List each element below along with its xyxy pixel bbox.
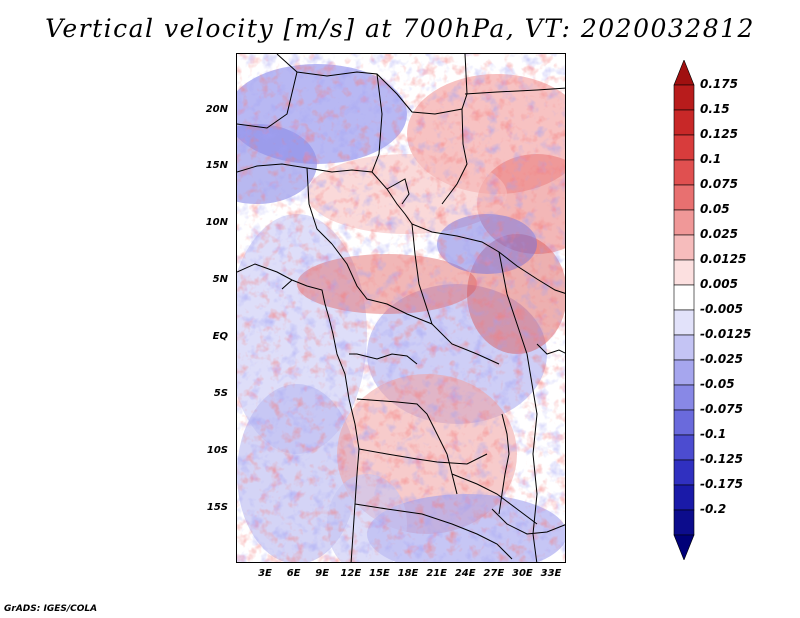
colorbar-label: 0.05 <box>700 202 730 216</box>
lat-label-15s: 15S <box>206 502 228 513</box>
colorbar-swatch <box>673 209 695 236</box>
colorbar-label: 0.005 <box>700 277 738 291</box>
colorbar-swatch <box>673 84 695 111</box>
colorbar-label: -0.05 <box>700 377 735 391</box>
lon-label-9e: 9E <box>315 568 330 579</box>
colorbar-label: 0.025 <box>700 227 738 241</box>
lon-label-12e: 12E <box>340 568 362 579</box>
colorbar-swatch <box>673 184 695 211</box>
lon-label-15e: 15E <box>369 568 390 579</box>
velocity-field <box>237 54 565 562</box>
lat-label-15n: 15N <box>205 160 228 171</box>
colorbar-swatch <box>673 60 695 86</box>
colorbar-label: 0.1 <box>700 152 722 166</box>
lat-label-eq: EQ <box>212 331 228 342</box>
colorbar-swatch <box>673 134 695 161</box>
colorbar-swatch <box>673 334 695 361</box>
colorbar-swatch <box>673 259 695 286</box>
lat-label-5n: 5N <box>212 274 228 285</box>
lon-label-33e: 33E <box>540 568 562 579</box>
colorbar-label: 0.175 <box>700 77 738 91</box>
colorbar-label: 0.0125 <box>700 252 747 266</box>
lon-label-24e: 24E <box>454 568 476 579</box>
colorbar-swatch <box>673 309 695 336</box>
velocity-map <box>236 53 566 563</box>
colorbar-swatch <box>673 109 695 136</box>
colorbar-swatch <box>673 159 695 186</box>
lon-label-3e: 3E <box>258 568 272 579</box>
lon-label-21e: 21E <box>426 568 447 579</box>
colorbar-swatch <box>673 234 695 261</box>
colorbar-label: 0.075 <box>700 177 738 191</box>
colorbar-swatch <box>673 459 695 486</box>
colorbar-swatch <box>673 434 695 461</box>
colorbar-label: -0.1 <box>700 427 727 441</box>
colorbar-label: 0.15 <box>700 102 730 116</box>
coastlines-borders <box>237 54 565 562</box>
lon-label-30e: 30E <box>512 568 533 579</box>
colorbar-label: -0.0125 <box>700 327 752 341</box>
colorbar-swatch <box>673 509 695 536</box>
colorbar-label: -0.025 <box>700 352 743 366</box>
lon-label-6e: 6E <box>286 568 301 579</box>
lon-label-18e: 18E <box>397 568 419 579</box>
lat-label-5s: 5S <box>213 388 228 399</box>
map-title: Vertical velocity [m/s] at 700hPa, VT: 2… <box>45 14 755 43</box>
colorbar-swatch <box>673 534 695 560</box>
colorbar-label: 0.125 <box>700 127 738 141</box>
lon-label-27e: 27E <box>483 568 505 579</box>
colorbar-label: -0.2 <box>700 502 727 516</box>
colorbar-swatch <box>673 384 695 411</box>
colorbar <box>673 60 695 560</box>
colorbar-swatch <box>673 359 695 386</box>
lat-label-10n: 10N <box>205 217 228 228</box>
colorbar-swatch <box>673 484 695 511</box>
lat-label-10s: 10S <box>206 445 228 456</box>
colorbar-label: -0.125 <box>700 452 743 466</box>
colorbar-swatch <box>673 409 695 436</box>
colorbar-label: -0.005 <box>700 302 743 316</box>
lat-label-20n: 20N <box>205 104 228 115</box>
grads-credit: GrADS: IGES/COLA <box>4 604 98 614</box>
colorbar-swatch <box>673 284 695 311</box>
colorbar-label: -0.175 <box>700 477 743 491</box>
colorbar-label: -0.075 <box>700 402 743 416</box>
